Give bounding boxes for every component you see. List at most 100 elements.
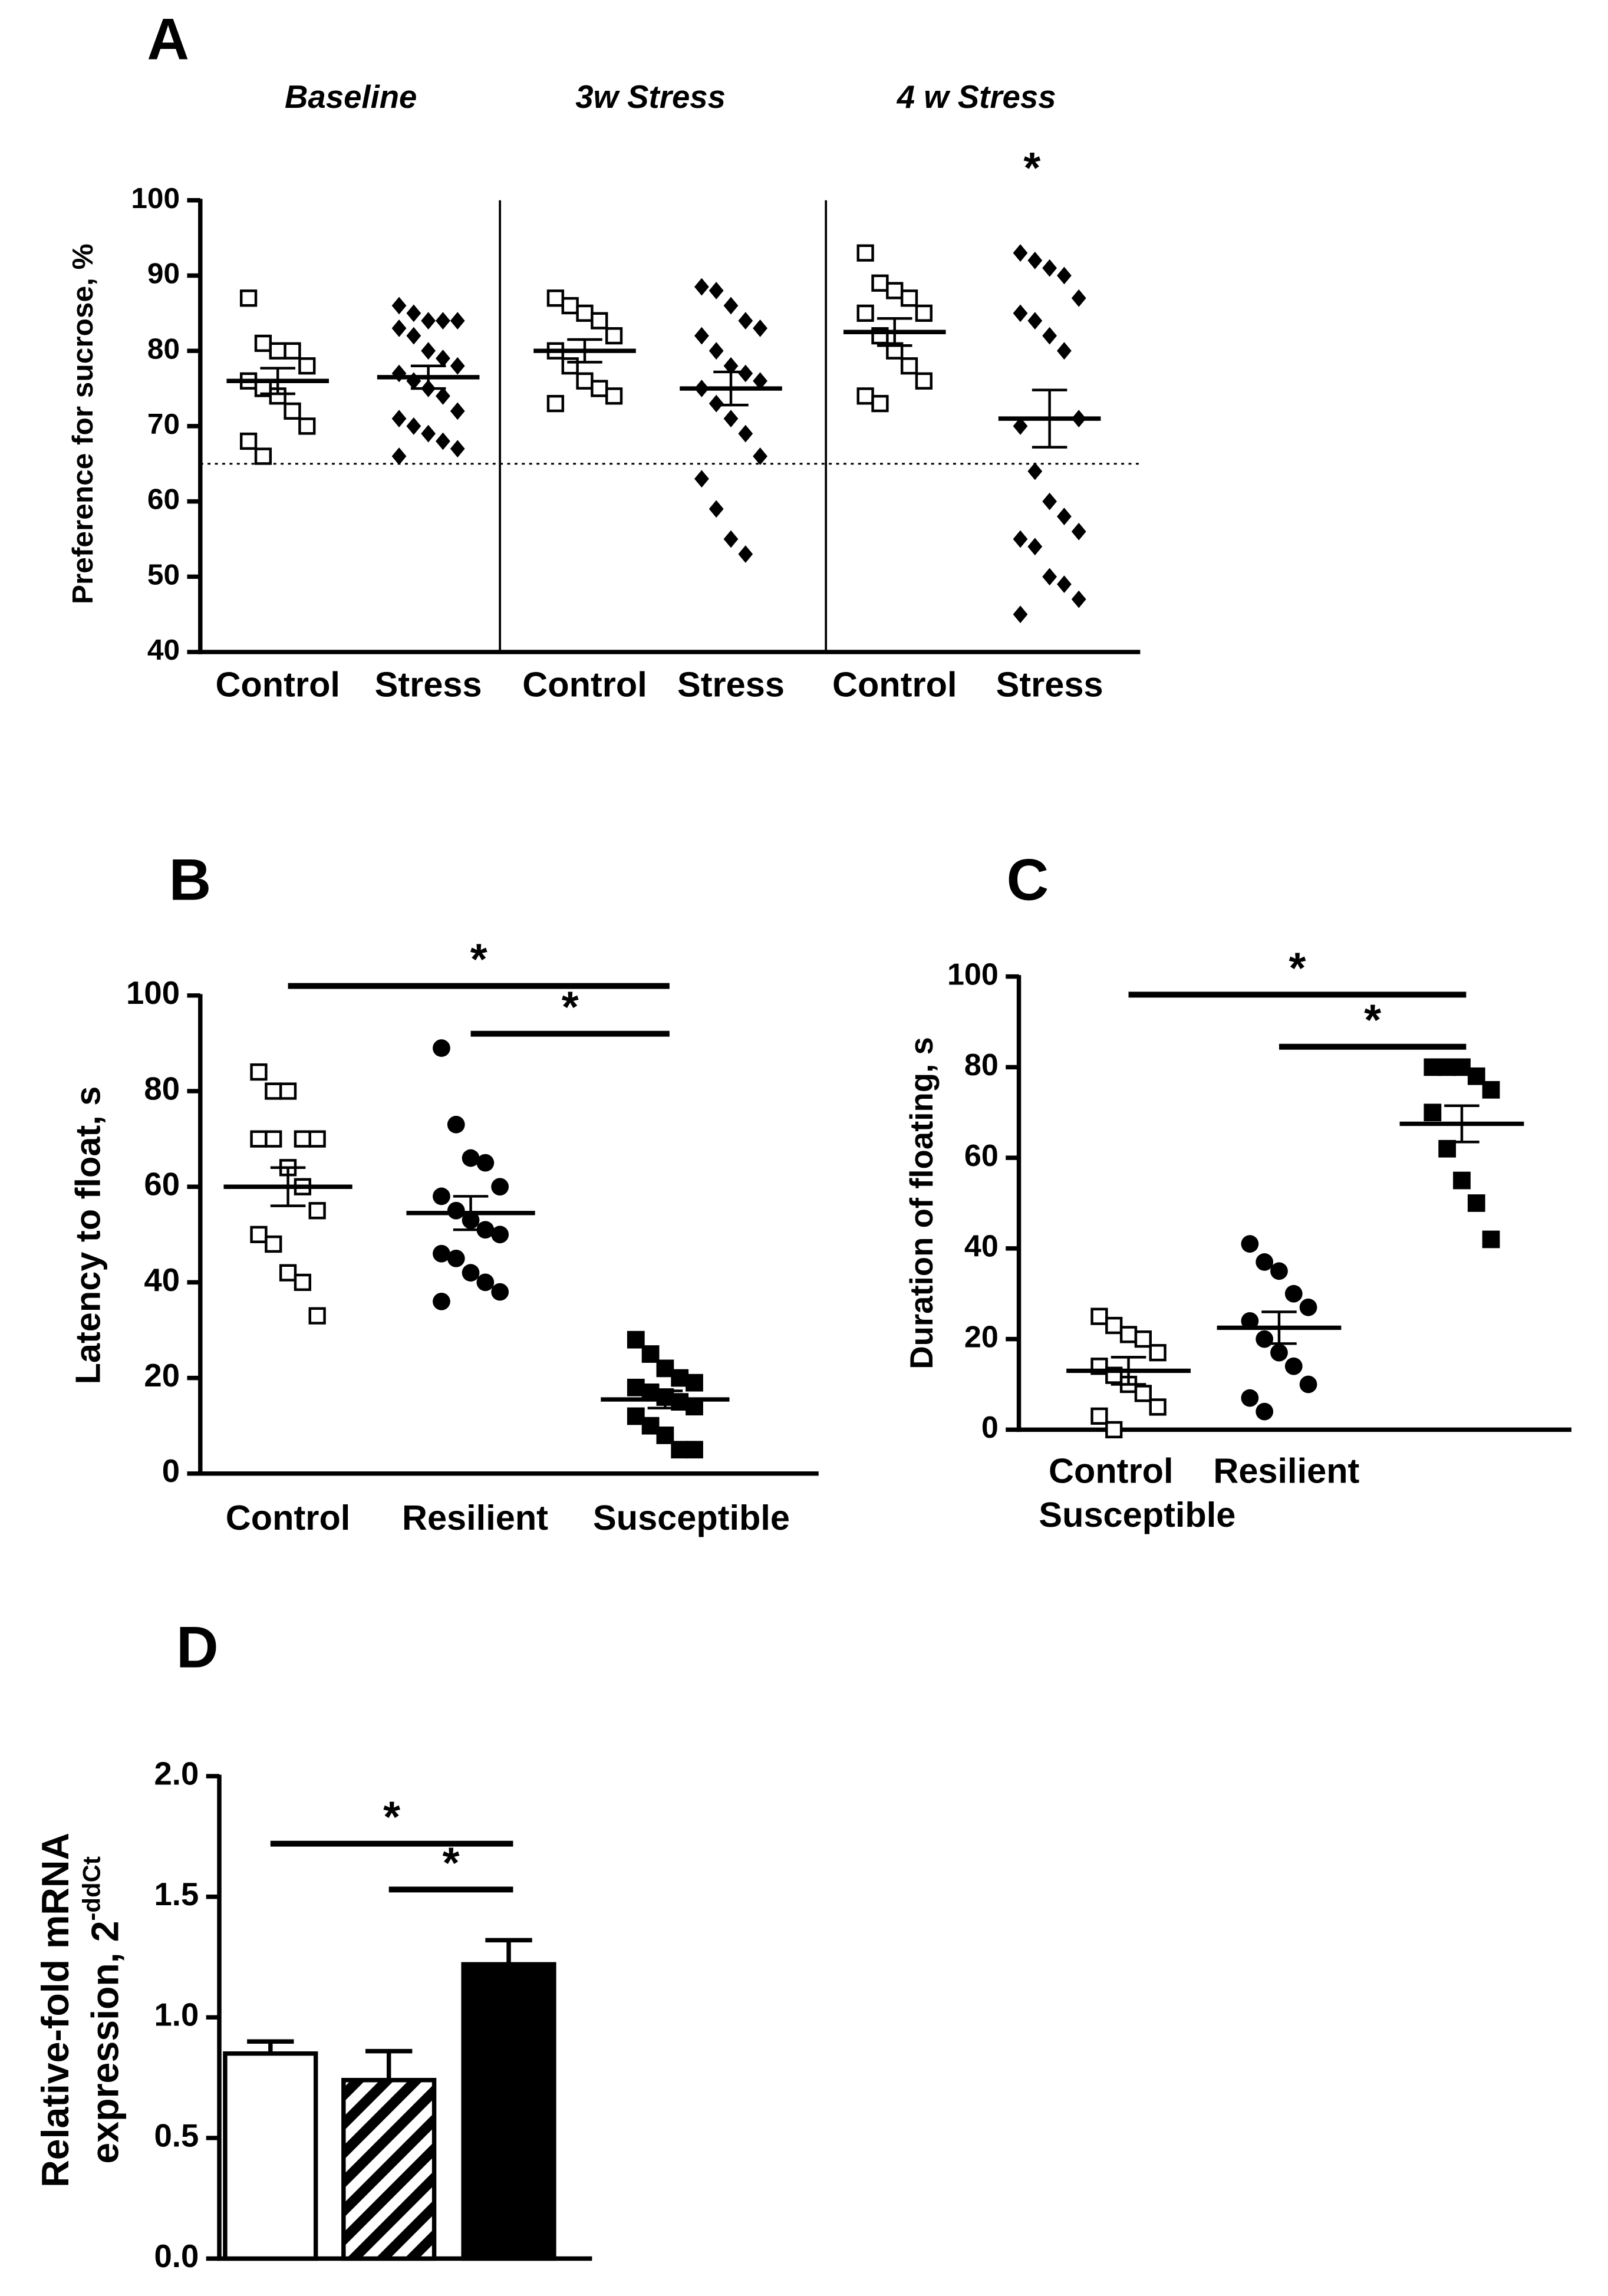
significance-mark: * <box>1023 143 1040 192</box>
point <box>250 1226 268 1243</box>
point <box>1071 590 1086 608</box>
point <box>450 312 465 330</box>
y-tick-label: 0 <box>162 1453 180 1489</box>
point <box>265 1130 282 1148</box>
point <box>546 289 565 307</box>
point <box>476 1273 495 1292</box>
x-tick-label: Resilient <box>1213 1451 1359 1491</box>
point <box>436 350 450 367</box>
point <box>1256 1330 1274 1348</box>
y-tick-label: 90 <box>147 257 180 290</box>
point <box>1482 1230 1500 1249</box>
y-tick-label: 0 <box>981 1411 999 1445</box>
point <box>1027 312 1043 330</box>
point <box>265 1082 282 1100</box>
point <box>298 357 316 375</box>
point <box>433 1292 450 1310</box>
error-bar <box>713 370 749 407</box>
error-bar <box>1444 1104 1480 1144</box>
error-bar <box>877 317 912 347</box>
point <box>436 312 450 330</box>
y-tick-label: 0.0 <box>154 2238 199 2274</box>
point <box>871 394 889 413</box>
y-tick-label: 60 <box>964 1139 999 1173</box>
y-tick-label: 1.5 <box>154 1876 199 1912</box>
point <box>1284 1284 1303 1303</box>
point <box>753 319 768 337</box>
y-axis-label: Latency to float, s <box>68 1086 108 1385</box>
point <box>1057 575 1072 593</box>
point <box>1027 252 1043 269</box>
bar <box>223 2051 318 2261</box>
point <box>1071 522 1086 541</box>
point <box>561 357 579 375</box>
point <box>723 410 739 428</box>
point <box>254 334 272 353</box>
point <box>491 1226 509 1244</box>
point <box>709 500 724 518</box>
point <box>1042 327 1057 345</box>
y-axis-label: expression, 2-ddCt <box>78 1856 127 2164</box>
y-tick-label: 80 <box>144 1070 180 1106</box>
point <box>1424 1103 1442 1122</box>
point <box>723 357 739 375</box>
panel-label: C <box>1007 848 1049 913</box>
y-tick-label: 50 <box>147 558 180 591</box>
point <box>856 387 874 405</box>
error-bar <box>365 2048 413 2080</box>
point <box>1241 1312 1259 1330</box>
y-axis-label-part: expression, 2 <box>84 1921 127 2164</box>
point <box>1119 1326 1138 1343</box>
point <box>576 304 594 322</box>
point <box>447 1201 465 1220</box>
error-bar <box>260 367 295 396</box>
point <box>561 297 579 315</box>
point <box>591 380 608 397</box>
point <box>591 312 608 330</box>
significance-mark: * <box>562 983 579 1032</box>
y-tick-label: 20 <box>964 1320 999 1354</box>
point <box>436 432 450 450</box>
point <box>462 1264 480 1282</box>
y-tick-label: 80 <box>964 1048 999 1082</box>
point <box>269 342 286 360</box>
point <box>1042 568 1057 586</box>
point <box>1090 1407 1108 1425</box>
point <box>476 1154 495 1172</box>
point <box>709 394 724 413</box>
error-bar <box>1261 1310 1297 1345</box>
x-tick-label: Control <box>832 664 957 704</box>
point <box>391 410 407 428</box>
point <box>871 274 889 292</box>
point <box>491 1178 509 1196</box>
point <box>294 1273 312 1292</box>
point <box>1241 1389 1259 1407</box>
point <box>694 327 709 345</box>
point <box>391 319 407 337</box>
point <box>391 364 407 383</box>
point <box>254 447 272 465</box>
point <box>1042 259 1057 277</box>
significance-mark: * <box>443 1838 460 1887</box>
point <box>239 289 258 307</box>
significance-mark: * <box>383 1793 400 1842</box>
error-bar <box>1032 388 1067 449</box>
point <box>1057 342 1072 360</box>
x-tick-label: Control <box>215 664 340 704</box>
point <box>421 312 436 330</box>
point <box>284 342 301 360</box>
point <box>1013 530 1028 548</box>
y-tick-label: 70 <box>147 407 180 440</box>
section-title: Baseline <box>285 79 417 115</box>
point <box>421 342 436 360</box>
point <box>1256 1253 1274 1271</box>
point <box>900 357 918 375</box>
point <box>1027 538 1043 556</box>
point <box>250 1130 268 1148</box>
point <box>856 244 874 262</box>
point <box>265 1235 282 1253</box>
y-tick-label: 40 <box>964 1230 999 1264</box>
point <box>856 304 874 322</box>
x-tick-label: Control <box>1049 1451 1174 1491</box>
